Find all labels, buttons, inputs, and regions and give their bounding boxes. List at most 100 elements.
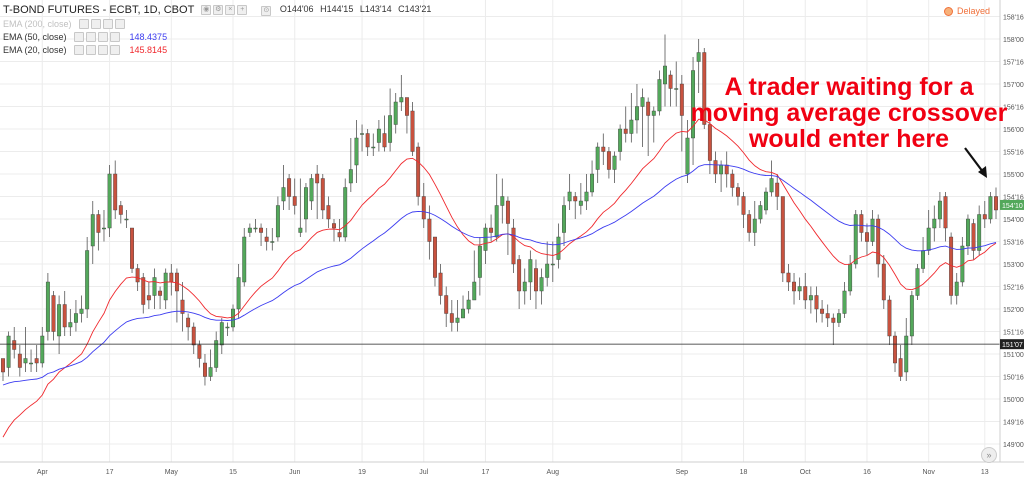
candle-body[interactable]	[382, 133, 387, 148]
candle-body[interactable]	[769, 178, 774, 193]
candle-body[interactable]	[876, 218, 881, 265]
candle-body[interactable]	[741, 196, 746, 215]
candle-body[interactable]	[893, 335, 897, 364]
candle-body[interactable]	[449, 313, 454, 323]
candle-body[interactable]	[797, 286, 802, 292]
candle-body[interactable]	[365, 133, 370, 148]
candle-body[interactable]	[12, 340, 17, 350]
scroll-to-latest-icon[interactable]: »	[981, 447, 997, 463]
candle-body[interactable]	[539, 277, 544, 292]
candle-body[interactable]	[831, 317, 836, 323]
candle-body[interactable]	[887, 299, 892, 337]
candle-body[interactable]	[921, 250, 926, 269]
candle-body[interactable]	[158, 290, 163, 296]
candle-body[interactable]	[247, 227, 252, 233]
candle-body[interactable]	[444, 295, 449, 314]
candle-body[interactable]	[635, 106, 639, 121]
candle-body[interactable]	[640, 97, 645, 107]
candle-body[interactable]	[651, 110, 656, 116]
candle-body[interactable]	[461, 308, 465, 319]
candle-body[interactable]	[169, 272, 174, 283]
candle-body[interactable]	[141, 277, 146, 305]
candle-body[interactable]	[679, 83, 684, 116]
candle-body[interactable]	[57, 304, 62, 337]
candle-body[interactable]	[646, 101, 651, 116]
candle-body[interactable]	[657, 79, 662, 112]
candle-body[interactable]	[612, 155, 617, 170]
candle-body[interactable]	[146, 295, 151, 301]
candle-body[interactable]	[881, 263, 886, 301]
candle-body[interactable]	[477, 245, 482, 278]
candle-body[interactable]	[898, 358, 903, 377]
candle-body[interactable]	[966, 218, 970, 247]
candle-body[interactable]	[34, 358, 39, 364]
candle-body[interactable]	[404, 97, 409, 116]
candle-body[interactable]	[584, 191, 589, 202]
candle-body[interactable]	[909, 295, 914, 337]
close-icon[interactable]	[97, 45, 108, 55]
candle-body[interactable]	[696, 52, 701, 62]
candle-body[interactable]	[113, 173, 118, 211]
candle-body[interactable]	[505, 200, 510, 224]
settings-icon[interactable]	[90, 19, 101, 29]
eye-icon[interactable]: ◉	[201, 5, 212, 15]
more-icon[interactable]	[109, 32, 120, 42]
candle-body[interactable]	[545, 263, 550, 278]
candle-body[interactable]	[719, 164, 724, 175]
candle-body[interactable]	[376, 128, 381, 143]
candle-body[interactable]	[40, 335, 45, 364]
candle-body[interactable]	[590, 173, 595, 193]
candle-body[interactable]	[17, 353, 22, 368]
eye-icon[interactable]	[78, 19, 89, 29]
indicator-controls[interactable]	[73, 32, 120, 42]
settings-icon[interactable]	[85, 45, 96, 55]
settings-icon[interactable]	[85, 32, 96, 42]
candle-body[interactable]	[219, 322, 224, 346]
indicator-controls[interactable]	[78, 19, 125, 29]
candle-body[interactable]	[932, 218, 937, 229]
candle-body[interactable]	[472, 281, 477, 301]
candle-body[interactable]	[90, 214, 95, 247]
candle-body[interactable]	[85, 250, 90, 310]
candle-body[interactable]	[528, 259, 533, 283]
candle-body[interactable]	[354, 137, 359, 166]
candle-body[interactable]	[73, 313, 78, 323]
candle-body[interactable]	[466, 299, 471, 310]
candle-body[interactable]	[522, 281, 527, 292]
candle-body[interactable]	[96, 214, 101, 233]
candle-body[interactable]	[180, 299, 185, 314]
candle-body[interactable]	[573, 196, 578, 202]
candle-body[interactable]	[483, 227, 488, 251]
candle-body[interactable]	[438, 272, 443, 296]
candle-body[interactable]	[534, 268, 538, 292]
candle-body[interactable]	[780, 196, 785, 274]
candle-body[interactable]	[51, 295, 56, 332]
candle-body[interactable]	[954, 281, 959, 296]
candle-body[interactable]	[724, 164, 729, 175]
candle-body[interactable]	[130, 227, 134, 269]
candle-body[interactable]	[343, 187, 348, 238]
candle-body[interactable]	[674, 88, 679, 90]
candle-body[interactable]	[427, 218, 432, 242]
candle-body[interactable]	[926, 227, 931, 251]
candle-body[interactable]	[752, 218, 757, 233]
candle-body[interactable]	[904, 335, 909, 373]
candle-body[interactable]	[242, 236, 247, 283]
candle-body[interactable]	[556, 236, 561, 260]
candle-body[interactable]	[79, 308, 84, 314]
indicator-controls[interactable]	[73, 45, 120, 55]
candle-body[interactable]	[971, 223, 976, 251]
candle-body[interactable]	[275, 205, 280, 238]
candle-body[interactable]	[848, 263, 853, 292]
candle-body[interactable]	[337, 232, 342, 238]
candle-body[interactable]	[208, 367, 213, 377]
candle-body[interactable]	[135, 268, 140, 283]
candle-body[interactable]	[455, 317, 460, 323]
candle-body[interactable]	[68, 322, 73, 328]
candle-body[interactable]	[107, 173, 112, 229]
candle-body[interactable]	[253, 227, 258, 230]
time-axis[interactable]	[0, 462, 1000, 481]
settings-icon[interactable]: ⚙	[213, 5, 224, 15]
candle-body[interactable]	[713, 160, 718, 175]
candle-body[interactable]	[231, 308, 235, 328]
